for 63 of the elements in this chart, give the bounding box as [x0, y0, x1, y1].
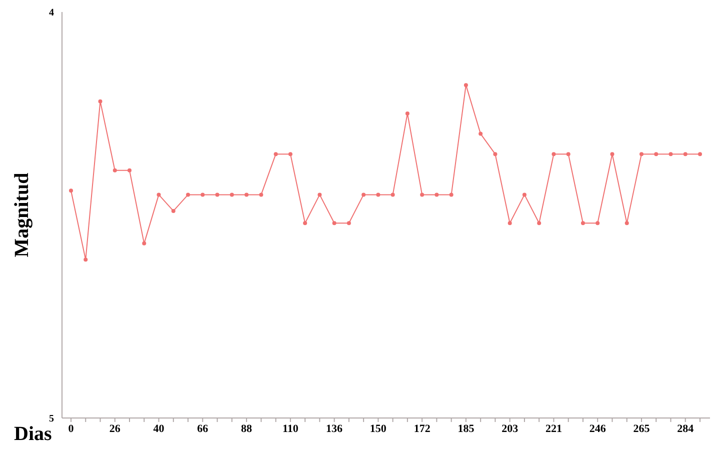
x-tick-label: 26: [109, 422, 121, 435]
x-tick-label: 110: [282, 422, 299, 435]
point: [624, 221, 629, 226]
point: [171, 208, 176, 213]
x-tick-label: 66: [197, 422, 209, 435]
point: [244, 192, 249, 197]
point: [537, 221, 542, 226]
point: [420, 192, 424, 197]
x-tick-label: 185: [458, 422, 475, 435]
point: [376, 192, 380, 197]
point: [230, 192, 234, 197]
point: [478, 132, 483, 136]
point: [580, 221, 585, 226]
point: [318, 192, 322, 197]
x-tick-label: 172: [414, 422, 431, 435]
point: [610, 152, 614, 156]
point: [346, 221, 351, 226]
point: [362, 192, 366, 197]
point: [508, 221, 512, 226]
point: [142, 241, 146, 246]
point: [493, 152, 498, 156]
point: [654, 152, 658, 156]
x-tick-label: 284: [677, 422, 694, 435]
x-tick-label: 221: [545, 422, 562, 435]
point: [98, 99, 102, 104]
point: [259, 192, 264, 197]
point: [274, 152, 278, 156]
point: [303, 221, 308, 226]
point: [552, 152, 556, 156]
x-tick-label: 265: [633, 422, 650, 435]
point: [186, 192, 190, 197]
point: [668, 152, 673, 156]
x-tick-label: 150: [370, 422, 387, 435]
x-tick-label: 40: [153, 422, 165, 435]
point: [596, 221, 600, 226]
point: [84, 258, 88, 262]
y-axis-title: Magnitud: [11, 172, 33, 258]
point: [449, 192, 454, 197]
y-tick-label: 4: [49, 8, 54, 19]
x-tick-label: 0: [68, 422, 74, 435]
point: [522, 192, 526, 197]
y-tick-label: 5: [49, 414, 54, 425]
point: [156, 192, 161, 197]
point: [566, 152, 570, 156]
point: [200, 192, 205, 197]
point: [332, 221, 336, 226]
point: [698, 152, 702, 156]
point: [69, 188, 73, 193]
x-tick-label: 246: [589, 422, 606, 435]
point: [464, 83, 468, 88]
point: [128, 168, 132, 172]
x-axis-title: Dias: [14, 423, 52, 445]
x-tick-label: 88: [241, 422, 253, 435]
point: [390, 192, 395, 197]
x-tick-label: 203: [502, 422, 519, 435]
point: [215, 192, 220, 197]
point: [405, 112, 410, 116]
point: [639, 152, 644, 156]
point: [112, 168, 117, 172]
point: [288, 152, 292, 156]
point: [683, 152, 688, 156]
point: [434, 192, 439, 197]
x-tick-label: 136: [326, 422, 344, 435]
